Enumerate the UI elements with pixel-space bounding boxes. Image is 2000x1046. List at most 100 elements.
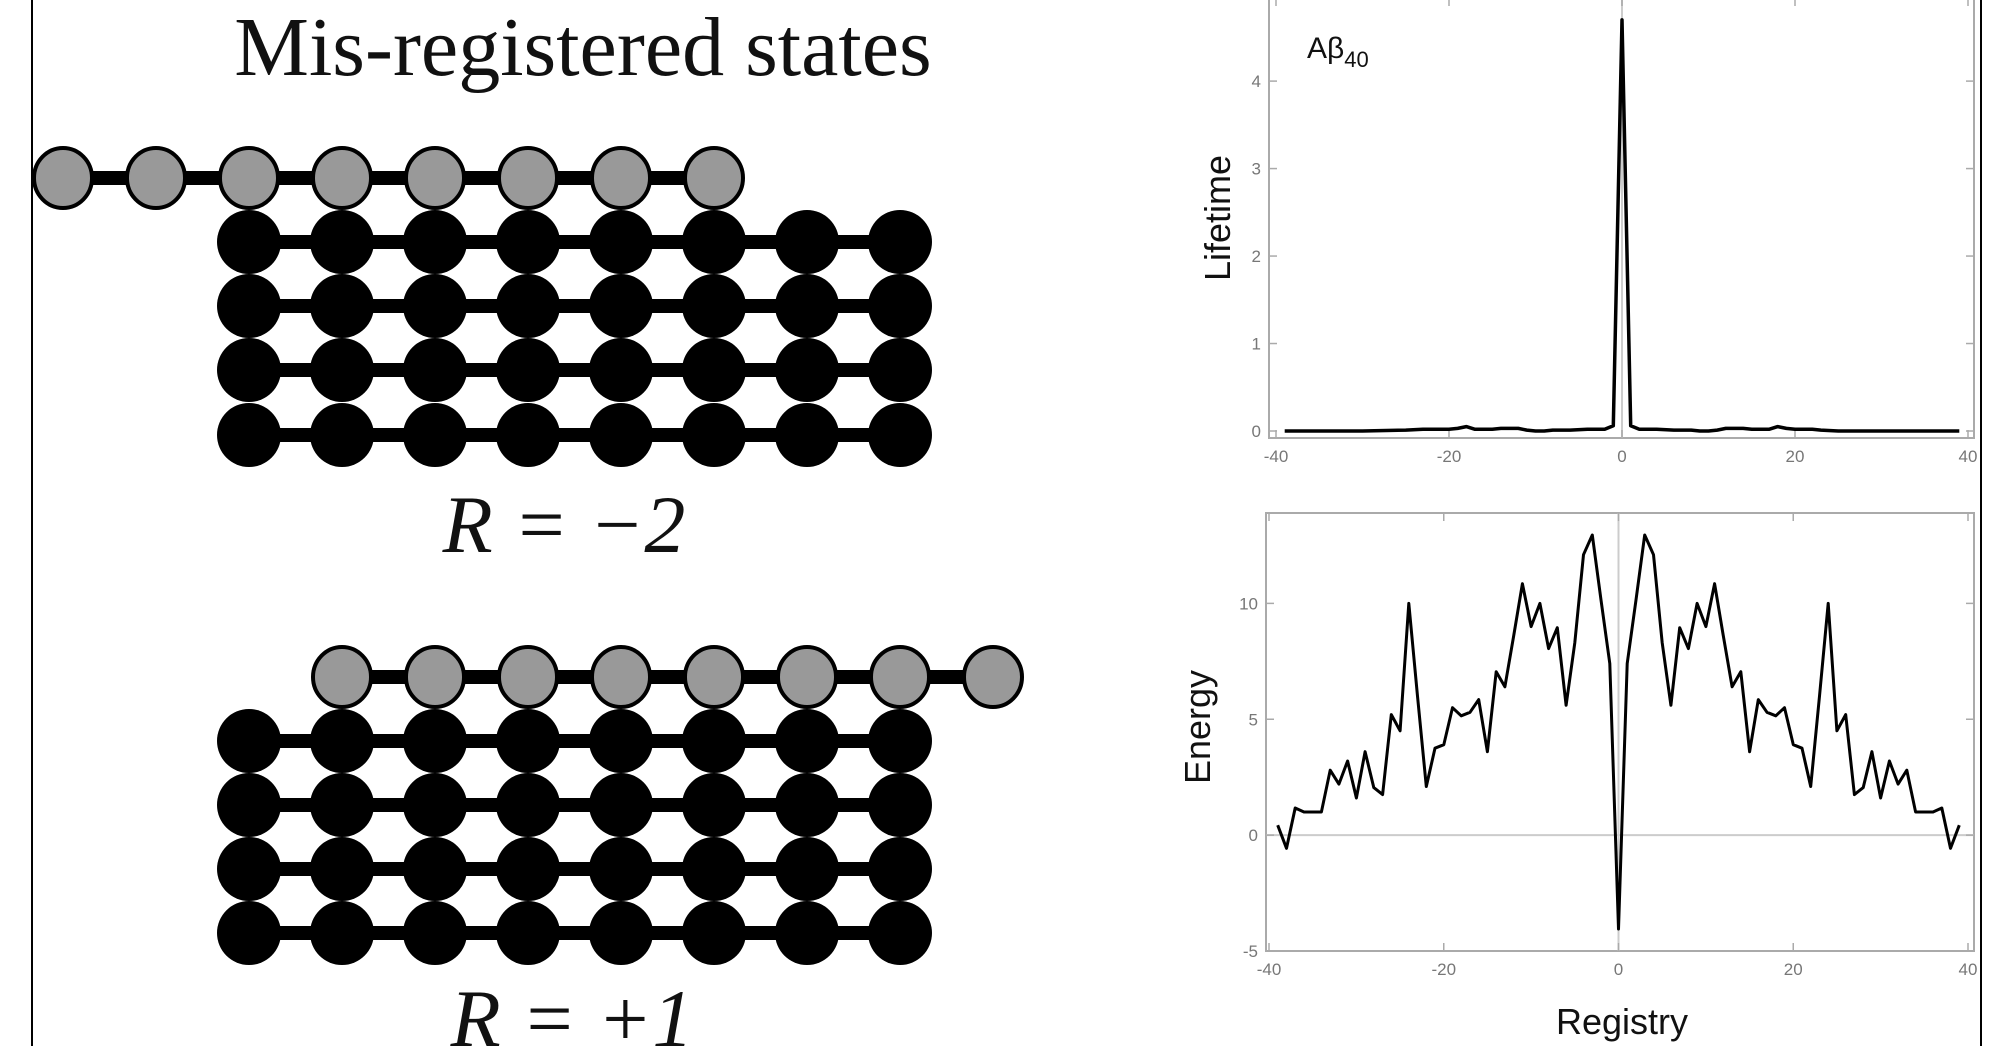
- y-tick-label: 2: [1252, 247, 1261, 266]
- fibril-strand-bead: [868, 837, 932, 901]
- fibril-strand-bead: [310, 403, 374, 467]
- fibril-strand-bead: [403, 837, 467, 901]
- misregistered-strand-bead: [776, 645, 838, 709]
- fibril-strand-bead: [682, 901, 746, 965]
- fibril-strand-bead: [682, 403, 746, 467]
- fibril-strand-bead: [217, 403, 281, 467]
- misregistered-strand-bead: [497, 146, 559, 210]
- x-tick-label: 40: [1959, 960, 1978, 979]
- fibril-strand-bead: [217, 210, 281, 274]
- fibril-strand-bead: [496, 901, 560, 965]
- panel-label-r-plus-1: R = +1: [450, 973, 694, 1046]
- x-tick-label: 20: [1786, 447, 1805, 466]
- fibril-strand-bead: [589, 709, 653, 773]
- fibril-strand-bead: [775, 210, 839, 274]
- fibril-strand-bead: [310, 773, 374, 837]
- x-tick-label: -40: [1264, 447, 1289, 466]
- panel-r-minus-2: [32, 146, 932, 467]
- energy-x-axis-label: Registry: [1556, 1001, 1688, 1042]
- fibril-strand-bead: [310, 210, 374, 274]
- misregistered-strand-bead: [590, 146, 652, 210]
- fibril-strand-bead: [868, 901, 932, 965]
- fibril-strand-bead: [775, 403, 839, 467]
- y-tick-label: 0: [1249, 826, 1258, 845]
- misregistered-strand-bead: [218, 146, 280, 210]
- panel-label-r-minus-2: R = −2: [442, 479, 686, 570]
- x-tick-label: 0: [1614, 960, 1623, 979]
- fibril-strand-bead: [403, 709, 467, 773]
- fibril-strand-bead: [682, 773, 746, 837]
- fibril-strand-bead: [310, 338, 374, 402]
- x-tick-label: 0: [1617, 447, 1626, 466]
- fibril-strand-bead: [310, 837, 374, 901]
- x-tick-label: 40: [1959, 447, 1978, 466]
- fibril-strand-bead: [775, 338, 839, 402]
- misregistered-strand-bead: [404, 645, 466, 709]
- fibril-strand-bead: [775, 274, 839, 338]
- lifetime-y-axis-label: Lifetime: [1197, 155, 1238, 281]
- fibril-strand-bead: [682, 837, 746, 901]
- lifetime-series-line: [1284, 18, 1960, 433]
- fibril-strand-bead: [868, 773, 932, 837]
- fibril-strand-bead: [682, 709, 746, 773]
- fibril-strand-bead: [868, 210, 932, 274]
- fibril-strand-bead: [589, 837, 653, 901]
- x-tick-label: -20: [1437, 447, 1462, 466]
- fibril-strand-bead: [217, 274, 281, 338]
- misregistered-strand-bead: [683, 146, 745, 210]
- fibril-strand-bead: [775, 837, 839, 901]
- fibril-strand-bead: [496, 403, 560, 467]
- misregistered-strand-bead: [497, 645, 559, 709]
- x-tick-label: -20: [1431, 960, 1456, 979]
- misregistered-strand-bead: [869, 645, 931, 709]
- x-tick-label: -40: [1257, 960, 1282, 979]
- fibril-strand-bead: [868, 709, 932, 773]
- fibril-strand-bead: [775, 709, 839, 773]
- fibril-strand-bead: [403, 210, 467, 274]
- fibril-strand-bead: [868, 403, 932, 467]
- fibril-strand-bead: [589, 901, 653, 965]
- fibril-strand-bead: [496, 709, 560, 773]
- fibril-strand-bead: [217, 338, 281, 402]
- y-tick-label: 5: [1249, 710, 1258, 729]
- panel-r-plus-1: [217, 645, 1024, 965]
- fibril-strand-bead: [682, 210, 746, 274]
- y-tick-label: -5: [1243, 942, 1258, 961]
- y-tick-label: 3: [1252, 160, 1261, 179]
- fibril-strand-bead: [496, 773, 560, 837]
- fibril-strand-bead: [403, 901, 467, 965]
- fibril-strand-bead: [589, 338, 653, 402]
- fibril-strand-bead: [310, 901, 374, 965]
- lifetime-chart: -40 -20 0 20 40 0 1 2 3 4 Aβ40 Lifetime: [1197, 0, 1977, 466]
- fibril-strand-bead: [589, 403, 653, 467]
- fibril-strand-bead: [589, 773, 653, 837]
- fibril-strand-bead: [682, 274, 746, 338]
- fibril-strand-bead: [217, 773, 281, 837]
- misregistered-strand-bead: [311, 146, 373, 210]
- fibril-strand-bead: [496, 274, 560, 338]
- fibril-strand-bead: [403, 773, 467, 837]
- misregistered-strand-bead: [962, 645, 1024, 709]
- misregistered-strand-bead: [125, 146, 187, 210]
- energy-y-axis-label: Energy: [1177, 670, 1218, 784]
- fibril-strand-bead: [496, 210, 560, 274]
- fibril-strand-bead: [589, 274, 653, 338]
- misregistered-strand-bead: [32, 146, 94, 210]
- y-tick-label: 0: [1252, 422, 1261, 441]
- misregistered-strand-bead: [311, 645, 373, 709]
- fibril-strand-bead: [310, 709, 374, 773]
- y-tick-label: 4: [1252, 72, 1261, 91]
- fibril-strand-bead: [496, 837, 560, 901]
- fibril-strand-bead: [775, 773, 839, 837]
- fibril-strand-bead: [217, 709, 281, 773]
- x-tick-label: 20: [1784, 960, 1803, 979]
- figure-title: Mis-registered states: [234, 1, 931, 94]
- misregistered-strand-bead: [404, 146, 466, 210]
- fibril-strand-bead: [868, 274, 932, 338]
- energy-chart: -40 -20 0 20 40 -5 0 5 10 Energy Registry: [1177, 512, 1978, 1042]
- fibril-strand-bead: [403, 274, 467, 338]
- fibril-strand-bead: [403, 338, 467, 402]
- energy-frame: [1265, 512, 1975, 952]
- energy-series-line: [1276, 533, 1961, 931]
